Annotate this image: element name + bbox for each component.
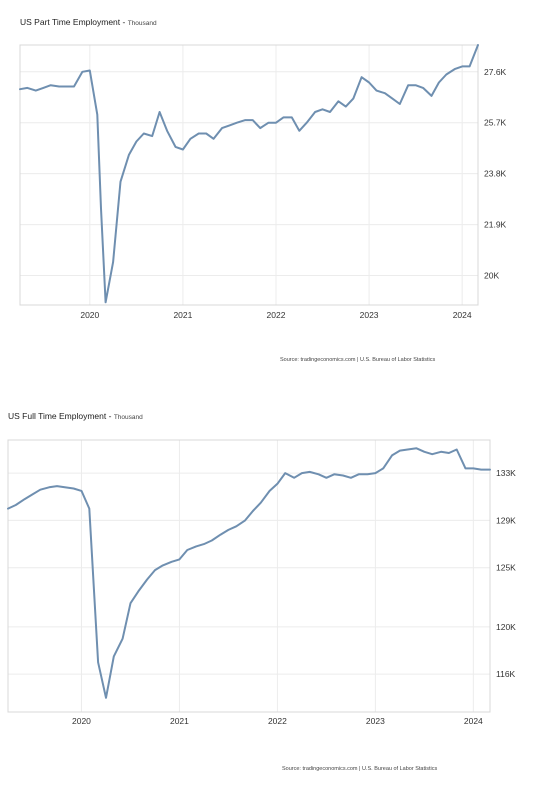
x-tick-label: 2021 xyxy=(173,310,192,320)
y-tick-label: 133K xyxy=(496,468,516,478)
y-tick-label: 125K xyxy=(496,563,516,573)
x-tick-label: 2022 xyxy=(267,310,286,320)
x-tick-label: 2020 xyxy=(80,310,99,320)
part-time-chart: 2020 2021 2022 2023 2024 20K 21.9K 23.8K 25.7K 27… xyxy=(19,44,507,320)
y-tick-label: 129K xyxy=(496,515,516,525)
y-tick-label: 116K xyxy=(496,669,516,679)
chart-title: US Full Time Employment - Thousand xyxy=(8,411,143,421)
full-time-chart-panel: US Full Time Employment - Thousand 2020 2… xyxy=(0,400,541,787)
y-tick-label: 21.9K xyxy=(484,220,507,230)
y-tick-label: 120K xyxy=(496,622,516,632)
chart-source: Source: tradingeconomics.com | U.S. Bure… xyxy=(280,357,436,363)
chart-title: US Part Time Employment - Thousand xyxy=(20,17,157,27)
plot-frame xyxy=(7,439,491,713)
x-tick-label: 2020 xyxy=(72,716,91,726)
x-tick-label: 2023 xyxy=(360,310,379,320)
series-line xyxy=(19,44,479,304)
y-tick-label: 23.8K xyxy=(484,169,507,179)
x-tick-label: 2024 xyxy=(464,716,483,726)
y-tick-label: 25.7K xyxy=(484,118,507,128)
x-tick-label: 2022 xyxy=(268,716,287,726)
x-tick-label: 2021 xyxy=(170,716,189,726)
full-time-chart: 2020 2021 2022 2023 2024 116K 120K 125K 129K 133K xyxy=(7,439,516,726)
series-line xyxy=(7,447,491,699)
chart-source: Source: tradingeconomics.com | U.S. Bure… xyxy=(282,766,438,772)
y-tick-label: 27.6K xyxy=(484,67,507,77)
plot-frame xyxy=(19,44,479,306)
x-tick-label: 2023 xyxy=(366,716,385,726)
y-tick-label: 20K xyxy=(484,271,499,281)
part-time-chart-panel: US Part Time Employment - Thousand 2020 2… xyxy=(0,0,541,380)
x-tick-label: 2024 xyxy=(453,310,472,320)
